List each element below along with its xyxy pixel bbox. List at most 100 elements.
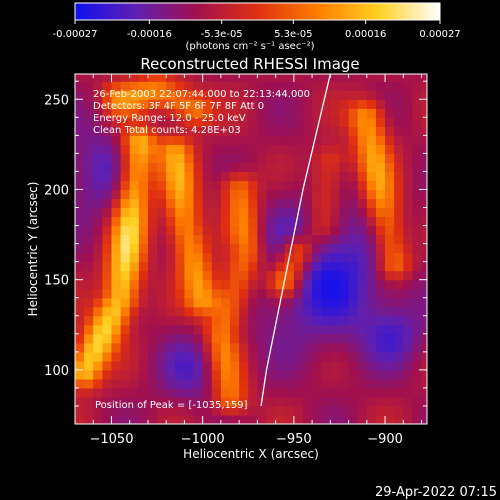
chart-title: Reconstructed RHESSI Image: [140, 55, 359, 73]
heatmap-cell: [275, 405, 286, 416]
heatmap-cell: [129, 144, 140, 154]
heatmap-cell: [138, 153, 149, 163]
heatmap-cell: [412, 378, 423, 389]
heatmap-cell: [120, 360, 131, 371]
heatmap-cell: [266, 315, 277, 326]
heatmap-cell: [239, 126, 249, 136]
heatmap-cell: [257, 252, 268, 263]
annotation-line: Energy Range: 12.0 - 25.0 keV: [93, 113, 246, 124]
heatmap-cell: [166, 207, 176, 218]
heatmap-cell: [129, 81, 140, 91]
heatmap-cell: [339, 189, 350, 200]
heatmap-cell: [312, 387, 322, 398]
heatmap-cell: [157, 297, 167, 308]
heatmap-cell: [84, 144, 94, 154]
heatmap-cell: [193, 153, 204, 163]
heatmap-cell: [321, 351, 331, 362]
heatmap-cell: [330, 135, 341, 145]
heatmap-cell: [275, 216, 286, 227]
heatmap-cell: [257, 216, 268, 227]
heatmap-cell: [202, 153, 213, 163]
heatmap-cell: [321, 324, 331, 335]
heatmap-cell: [403, 153, 414, 163]
heatmap-cell: [147, 342, 158, 353]
heatmap-cell: [211, 225, 222, 236]
heatmap-cell: [302, 144, 313, 154]
heatmap-cell: [366, 369, 377, 380]
heatmap-cell: [403, 333, 414, 344]
heatmap-cell: [248, 252, 258, 263]
heatmap-cell: [375, 198, 386, 209]
heatmap-cell: [102, 162, 113, 173]
heatmap-cell: [339, 180, 350, 191]
heatmap-cell: [266, 405, 277, 416]
heatmap-cell: [147, 162, 158, 173]
heatmap-cell: [202, 342, 213, 353]
heatmap-cell: [348, 288, 359, 299]
heatmap-cell: [93, 153, 103, 163]
heatmap-cell: [403, 108, 414, 118]
heatmap-cell: [120, 270, 131, 281]
heatmap-cell: [302, 207, 313, 218]
heatmap-cell: [166, 117, 176, 127]
heatmap-cell: [129, 153, 140, 163]
heatmap-cell: [147, 378, 158, 389]
heatmap-cell: [184, 342, 195, 353]
heatmap-cell: [348, 360, 359, 371]
heatmap-cell: [193, 99, 204, 109]
heatmap-cell: [193, 126, 204, 136]
heatmap-cell: [375, 261, 386, 272]
heatmap-cell: [175, 288, 186, 299]
heatmap-cell: [102, 252, 113, 263]
heatmap-cell: [266, 189, 277, 200]
heatmap-cell: [202, 234, 213, 245]
heatmap-cell: [202, 171, 213, 182]
heatmap-cell: [302, 342, 313, 353]
heatmap-cell: [302, 324, 313, 335]
heatmap-cell: [284, 369, 295, 380]
heatmap-cell: [275, 414, 286, 424]
heatmap-cell: [202, 297, 213, 308]
heatmap-cell: [147, 297, 158, 308]
heatmap-cell: [248, 333, 258, 344]
heatmap-cell: [75, 405, 85, 416]
heatmap-cell: [321, 74, 331, 82]
heatmap-cell: [421, 297, 427, 308]
heatmap-cell: [385, 225, 395, 236]
heatmap-cell: [248, 405, 258, 416]
heatmap-cell: [211, 126, 222, 136]
heatmap-cell: [385, 414, 395, 424]
heatmap-cell: [348, 405, 359, 416]
heatmap-cell: [348, 225, 359, 236]
heatmap-cell: [321, 117, 331, 127]
heatmap-cell: [357, 225, 368, 236]
heatmap-cell: [239, 270, 249, 281]
heatmap-cell: [75, 108, 85, 118]
heatmap-cell: [348, 306, 359, 317]
heatmap-cell: [412, 414, 423, 424]
heatmap-cell: [84, 414, 94, 424]
heatmap-cell: [193, 216, 204, 227]
heatmap-cell: [266, 396, 277, 407]
heatmap-cell: [394, 225, 404, 236]
heatmap-cell: [120, 189, 131, 200]
heatmap-cell: [102, 333, 113, 344]
heatmap-cell: [330, 315, 341, 326]
heatmap-cell: [102, 180, 113, 191]
heatmap-cell: [403, 198, 414, 209]
heatmap-cell: [357, 153, 368, 163]
heatmap-cell: [175, 297, 186, 308]
heatmap-cell: [138, 414, 149, 424]
heatmap-cell: [239, 315, 249, 326]
heatmap-cell: [366, 252, 377, 263]
heatmap-cell: [366, 153, 377, 163]
heatmap-cell: [330, 74, 341, 82]
heatmap-cell: [157, 99, 167, 109]
heatmap-cell: [257, 360, 268, 371]
heatmap-cell: [293, 126, 304, 136]
heatmap-cell: [302, 189, 313, 200]
heatmap-cell: [138, 135, 149, 145]
heatmap-cell: [385, 288, 395, 299]
heatmap-cell: [257, 74, 268, 82]
heatmap-cell: [403, 74, 414, 82]
